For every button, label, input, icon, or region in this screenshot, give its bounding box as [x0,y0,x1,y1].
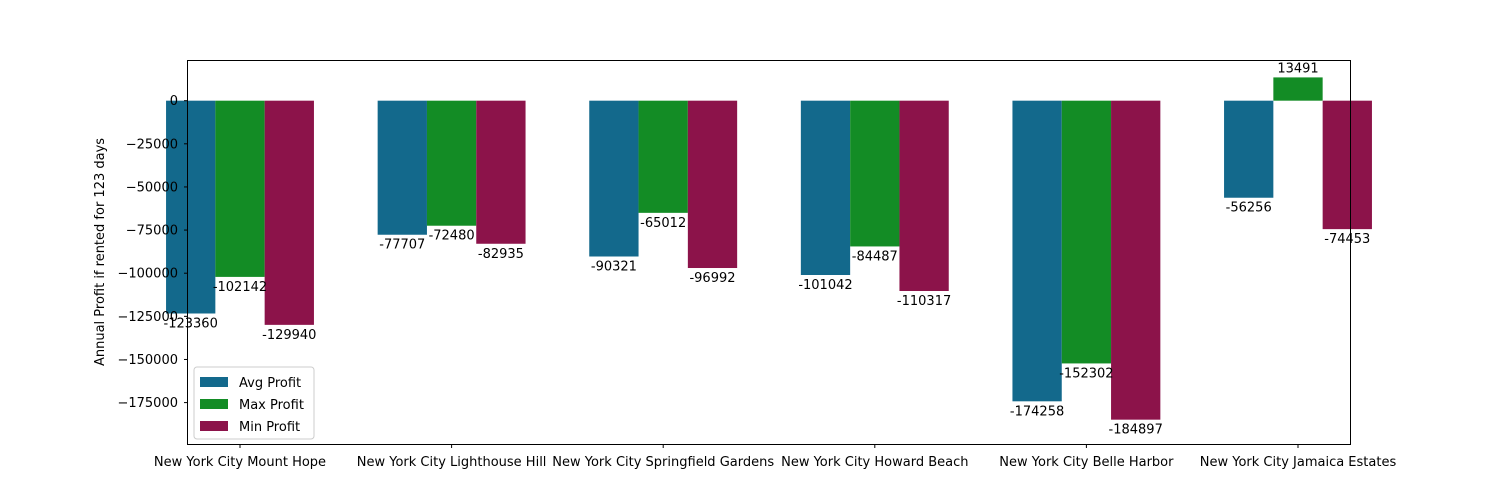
x-tick-label: New York City Lighthouse Hill [357,455,547,470]
data-label: 13491 [1277,61,1318,76]
legend-label: Max Profit [239,398,304,413]
bar-min-profit-2 [687,100,738,269]
data-label: -123360 [164,317,218,332]
data-label: -74453 [1324,232,1370,247]
bar-avg-profit-0 [166,100,216,314]
y-tick-label: −150000 [117,353,178,368]
y-tick-label: −25000 [126,137,178,152]
bar-max-profit-0 [215,100,265,277]
legend-swatch [200,399,228,409]
bar-min-profit-5 [1322,100,1372,230]
bar-max-profit-3 [850,100,900,247]
bar-avg-profit-5 [1224,100,1274,198]
data-label: -77707 [379,238,425,253]
data-label: -96992 [689,271,735,286]
bar-avg-profit-1 [377,100,427,235]
bar-avg-profit-2 [589,100,639,257]
legend-swatch [200,377,228,387]
data-labels-group: -123360 -102142 -129940 -77707 -72480-82935 -… [164,61,1371,437]
bar-min-profit-3 [899,100,949,292]
data-label: -84487 [852,249,898,264]
bar-max-profit-4 [1061,100,1112,364]
data-label: -65012 [640,216,686,231]
data-label: -129940 [262,328,316,343]
data-label: -152302 [1059,366,1113,381]
data-label: -82935 [478,247,524,262]
bar-min-profit-4 [1111,100,1161,420]
y-tick-label: −125000 [117,310,178,325]
y-axis-label: Annual Profit if rented for 123 days [93,138,108,366]
bar-avg-profit-4 [1012,100,1062,402]
bar-max-profit-2 [638,100,688,213]
data-label: -110317 [897,294,951,309]
legend-swatch [200,421,228,431]
x-axis: New York City Mount Hope New York City Li… [154,444,1397,470]
data-label: -102142 [213,280,267,295]
data-label: -184897 [1109,423,1163,438]
bars-group [166,77,1372,420]
legend: Avg Profit Max Profit Min Profit [193,366,315,440]
data-label: -72480 [429,229,475,244]
data-label: -90321 [591,260,637,275]
y-tick-label: −100000 [117,267,178,282]
data-label: -56256 [1226,201,1272,216]
legend-label: Avg Profit [239,376,301,391]
data-label: -101042 [798,278,852,293]
x-tick-label: New York City Howard Beach [781,455,968,470]
y-tick-label: −50000 [126,180,178,195]
y-tick-label: 0 [170,94,178,109]
x-tick-label: New York City Mount Hope [154,455,326,470]
y-tick-label: −175000 [117,396,178,411]
bar-max-profit-1 [426,100,477,226]
plot-frame [187,60,1351,445]
y-tick-label: −75000 [126,224,178,239]
bar-max-profit-5 [1273,77,1323,101]
bar-avg-profit-3 [800,100,851,276]
x-tick-label: New York City Belle Harbor [999,455,1174,470]
x-tick-label: New York City Jamaica Estates [1200,455,1397,470]
legend-label: Min Profit [239,420,300,435]
x-tick-label: New York City Springfield Gardens [552,455,774,470]
y-axis: 0 −25000 −50000 −75000 −100000 −125000 −150000… [117,94,188,411]
bar-min-profit-0 [264,100,314,325]
bar-min-profit-1 [476,100,526,244]
data-label: -174258 [1010,404,1064,419]
